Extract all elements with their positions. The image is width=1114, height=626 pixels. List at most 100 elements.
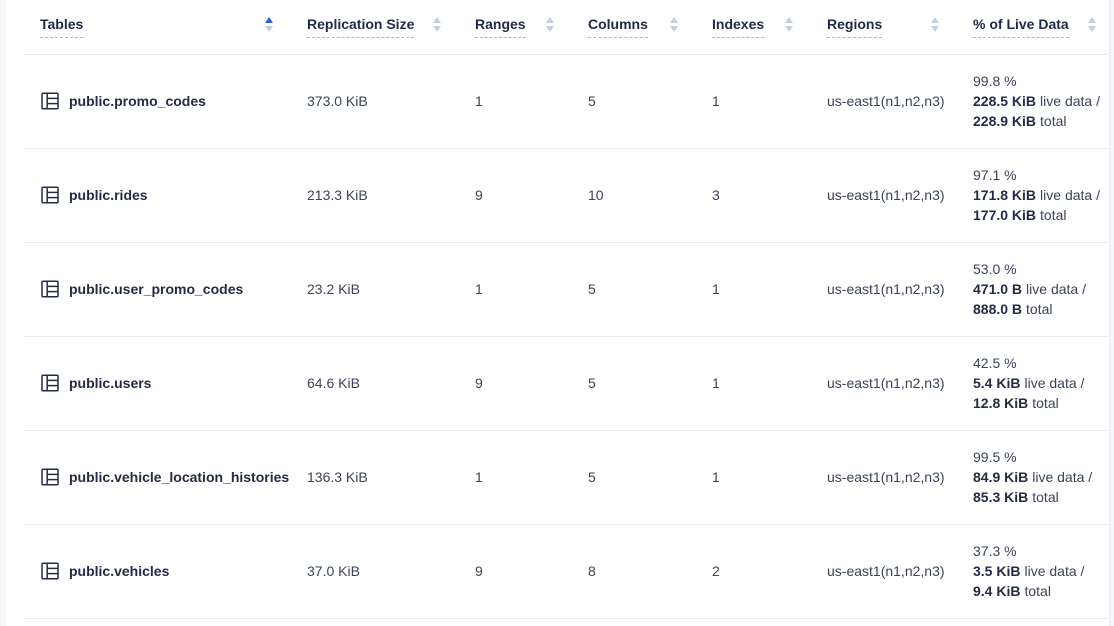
total-size-line: 85.3 KiB total (973, 489, 1059, 505)
live-data-percent: 53.0 % (973, 261, 1017, 277)
table-name-link[interactable]: public.promo_codes (69, 93, 206, 109)
replication-size-value: 37.0 KiB (307, 563, 360, 579)
columns-value: 10 (588, 187, 604, 203)
table-name-link[interactable]: public.vehicle_location_histories (69, 469, 290, 485)
replication-size-value: 23.2 KiB (307, 281, 360, 297)
table-icon (41, 92, 59, 110)
columns-value: 5 (588, 375, 596, 391)
table-name-cell[interactable]: public.user_promo_codes (24, 279, 307, 299)
column-header-columns[interactable]: Columns (588, 0, 712, 55)
column-header-label: Tables (40, 16, 84, 38)
columns-value: 5 (588, 93, 596, 109)
ranges-value: 1 (475, 281, 483, 297)
live-data-cell: 99.8 % 228.5 KiB live data / 228.9 KiB tot… (973, 71, 1108, 131)
table-icon (41, 562, 59, 580)
table-name-cell[interactable]: public.users (24, 373, 307, 393)
replication-size-value: 373.0 KiB (307, 93, 368, 109)
indexes-value: 1 (712, 281, 720, 297)
sort-arrows-icon[interactable] (1088, 17, 1096, 33)
column-header-indexes[interactable]: Indexes (712, 0, 827, 55)
live-data-percent: 99.5 % (973, 449, 1017, 465)
live-data-size-line: 228.5 KiB live data / (973, 93, 1100, 109)
column-header-label: Regions (827, 16, 883, 38)
table-icon (41, 374, 59, 392)
right-gutter (1109, 0, 1114, 626)
sort-arrows-icon[interactable] (265, 17, 273, 33)
live-data-percent: 37.3 % (973, 543, 1017, 559)
column-header-ranges[interactable]: Ranges (475, 0, 588, 55)
live-data-percent: 42.5 % (973, 355, 1017, 371)
ranges-value: 1 (475, 93, 483, 109)
table-name-cell[interactable]: public.vehicles (24, 561, 307, 581)
live-data-cell: 99.5 % 84.9 KiB live data / 85.3 KiB total (973, 447, 1108, 507)
table-name-cell[interactable]: public.rides (24, 185, 307, 205)
table-icon (41, 186, 59, 204)
regions-value: us-east1(n1,n2,n3) (827, 469, 945, 485)
column-header-tables[interactable]: Tables (24, 0, 307, 55)
ranges-value: 9 (475, 187, 483, 203)
live-data-size-line: 5.4 KiB live data / (973, 375, 1085, 391)
table-row[interactable]: public.users 64.6 KiB 9 5 1 us-east1(n1,… (24, 336, 1108, 431)
sort-arrows-icon[interactable] (546, 17, 554, 33)
table-icon (41, 280, 59, 298)
total-size-line: 228.9 KiB total (973, 113, 1067, 129)
ranges-value: 9 (475, 563, 483, 579)
ranges-value: 9 (475, 375, 483, 391)
left-gutter (0, 0, 6, 626)
live-data-cell: 42.5 % 5.4 KiB live data / 12.8 KiB total (973, 353, 1108, 413)
table-row[interactable]: public.vehicle_location_histories 136.3 … (24, 430, 1108, 525)
replication-size-value: 64.6 KiB (307, 375, 360, 391)
regions-value: us-east1(n1,n2,n3) (827, 375, 945, 391)
table-row[interactable]: public.vehicles 37.0 KiB 9 8 2 us-east1(… (24, 524, 1108, 619)
regions-value: us-east1(n1,n2,n3) (827, 93, 945, 109)
table-row[interactable]: public.promo_codes 373.0 KiB 1 5 1 us-ea… (24, 54, 1108, 149)
live-data-cell: 37.3 % 3.5 KiB live data / 9.4 KiB total (973, 541, 1108, 601)
indexes-value: 2 (712, 563, 720, 579)
live-data-size-line: 3.5 KiB live data / (973, 563, 1085, 579)
column-header-label: % of Live Data (973, 16, 1069, 38)
total-size-line: 177.0 KiB total (973, 207, 1067, 223)
live-data-size-line: 171.8 KiB live data / (973, 187, 1100, 203)
live-data-percent: 97.1 % (973, 167, 1017, 183)
table-name-link[interactable]: public.vehicles (69, 563, 170, 579)
live-data-size-line: 84.9 KiB live data / (973, 469, 1093, 485)
column-header-label: Ranges (475, 16, 526, 38)
sort-arrows-icon[interactable] (433, 17, 441, 33)
ranges-value: 1 (475, 469, 483, 485)
table-body: public.promo_codes 373.0 KiB 1 5 1 us-ea… (24, 54, 1108, 619)
regions-value: us-east1(n1,n2,n3) (827, 187, 945, 203)
table-name-cell[interactable]: public.vehicle_location_histories (24, 467, 307, 487)
column-header-label: Indexes (712, 16, 765, 38)
column-header-label: Columns (588, 16, 648, 38)
column-header-regions[interactable]: Regions (827, 0, 973, 55)
table-row[interactable]: public.user_promo_codes 23.2 KiB 1 5 1 u… (24, 242, 1108, 337)
live-data-cell: 97.1 % 171.8 KiB live data / 177.0 KiB tot… (973, 165, 1108, 225)
indexes-value: 1 (712, 469, 720, 485)
table-header-row: Tables Replication Size Ranges (24, 0, 1108, 55)
table-row[interactable]: public.rides 213.3 KiB 9 10 3 us-east1(n… (24, 148, 1108, 243)
columns-value: 5 (588, 281, 596, 297)
sort-arrows-icon[interactable] (785, 17, 793, 33)
replication-size-value: 136.3 KiB (307, 469, 368, 485)
regions-value: us-east1(n1,n2,n3) (827, 563, 945, 579)
columns-value: 8 (588, 563, 596, 579)
column-header-replication-size[interactable]: Replication Size (307, 0, 475, 55)
table-name-link[interactable]: public.rides (69, 187, 148, 203)
total-size-line: 9.4 KiB total (973, 583, 1051, 599)
replication-size-value: 213.3 KiB (307, 187, 368, 203)
sort-arrows-icon[interactable] (670, 17, 678, 33)
indexes-value: 3 (712, 187, 720, 203)
indexes-value: 1 (712, 93, 720, 109)
table-name-link[interactable]: public.users (69, 375, 152, 391)
table-name-cell[interactable]: public.promo_codes (24, 91, 307, 111)
database-tables-table: Tables Replication Size Ranges (24, 0, 1108, 619)
sort-arrows-icon[interactable] (931, 17, 939, 33)
live-data-percent: 99.8 % (973, 73, 1017, 89)
table-name-link[interactable]: public.user_promo_codes (69, 281, 244, 297)
total-size-line: 12.8 KiB total (973, 395, 1059, 411)
column-header-live-data[interactable]: % of Live Data (973, 0, 1108, 55)
